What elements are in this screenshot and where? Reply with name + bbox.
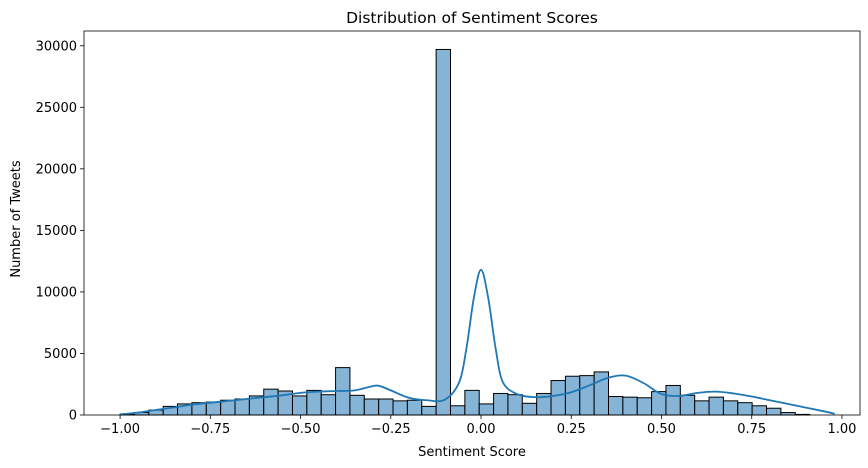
chart-title: Distribution of Sentiment Scores bbox=[346, 9, 598, 27]
histogram-bar bbox=[435, 48, 451, 416]
y-axis-label: Number of Tweets bbox=[9, 160, 24, 278]
x-tick-label: 0.75 bbox=[737, 422, 766, 437]
histogram-bar bbox=[263, 388, 279, 416]
y-tick-label: 20000 bbox=[36, 162, 77, 177]
histogram-bar bbox=[320, 394, 337, 416]
histogram-bar bbox=[608, 396, 624, 416]
y-tick-label: 25000 bbox=[36, 101, 77, 116]
histogram-bar bbox=[564, 375, 581, 416]
x-tick-label: −0.50 bbox=[281, 422, 321, 437]
y-tick-label: 15000 bbox=[36, 224, 77, 239]
x-tick-label: −0.25 bbox=[371, 422, 411, 437]
histogram-bar bbox=[464, 389, 480, 416]
histogram-bar bbox=[507, 394, 523, 416]
y-tick-label: 5000 bbox=[44, 347, 77, 362]
histogram-bar bbox=[708, 396, 724, 416]
x-axis-ticks: −1.00 −0.75 −0.50 −0.25 0.00 0.25 0.50 0.75 1.00 bbox=[100, 415, 856, 437]
y-tick-label: 0 bbox=[69, 409, 77, 424]
histogram-bar bbox=[205, 401, 222, 416]
x-tick-label: 0.25 bbox=[557, 422, 586, 437]
histogram-bar bbox=[234, 398, 250, 416]
histogram-bar bbox=[349, 394, 365, 416]
histogram-bar bbox=[406, 399, 423, 416]
histogram-bar bbox=[363, 398, 380, 416]
histogram-bar bbox=[220, 399, 236, 416]
histogram-bar bbox=[392, 400, 408, 416]
x-tick-label: 1.00 bbox=[827, 422, 856, 437]
histogram-bar bbox=[306, 389, 322, 416]
x-tick-label: −0.75 bbox=[190, 422, 230, 437]
kde-curve bbox=[120, 268, 835, 416]
y-tick-label: 10000 bbox=[36, 285, 77, 300]
histogram-bar bbox=[679, 394, 696, 416]
histogram-bar bbox=[737, 402, 753, 416]
histogram-bar bbox=[550, 380, 566, 416]
histogram-bar bbox=[665, 384, 681, 416]
x-tick-label: 0.50 bbox=[647, 422, 676, 437]
histogram-bar bbox=[421, 405, 437, 416]
x-tick-label: 0.00 bbox=[467, 422, 496, 437]
histogram-bar bbox=[766, 407, 782, 416]
histogram-bar bbox=[694, 400, 710, 416]
histogram-bar bbox=[291, 395, 308, 416]
histogram-bar bbox=[579, 375, 595, 416]
plot-frame bbox=[83, 30, 861, 416]
axes-frame bbox=[83, 30, 861, 416]
histogram-bar bbox=[521, 402, 538, 416]
histogram-bar bbox=[493, 392, 509, 416]
histogram-bar bbox=[751, 405, 768, 416]
histogram-bar bbox=[378, 398, 394, 416]
histogram-bar bbox=[636, 397, 653, 416]
histogram-bar bbox=[722, 400, 739, 416]
histogram-bar bbox=[478, 403, 495, 416]
x-tick-label: −1.00 bbox=[100, 422, 140, 437]
histogram-bar bbox=[622, 396, 638, 416]
histogram-bar bbox=[449, 405, 466, 416]
x-axis-label: Sentiment Score bbox=[418, 445, 526, 460]
y-axis-ticks: 0 5000 10000 15000 20000 25000 30000 bbox=[36, 39, 84, 424]
y-tick-label: 30000 bbox=[36, 39, 77, 54]
